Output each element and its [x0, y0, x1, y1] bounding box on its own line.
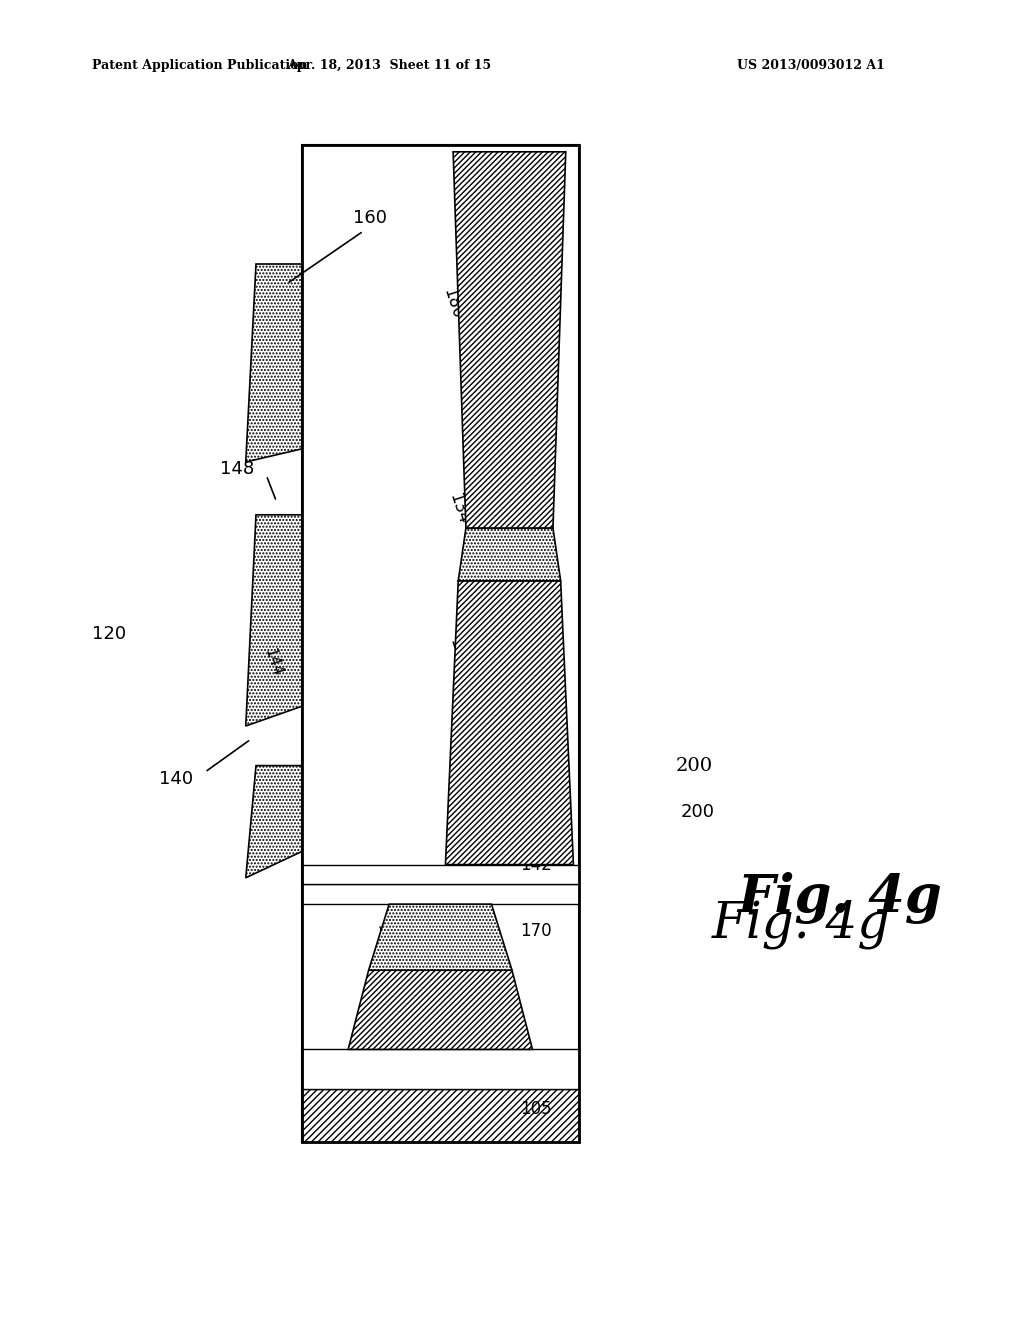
- Text: 160: 160: [353, 209, 387, 227]
- Text: 105: 105: [520, 1100, 552, 1118]
- Polygon shape: [246, 515, 302, 726]
- Text: 180: 180: [439, 286, 466, 321]
- Bar: [302, 145, 579, 1142]
- Text: 142: 142: [520, 855, 552, 874]
- Text: US 2013/0093012 A1: US 2013/0093012 A1: [737, 59, 885, 73]
- Polygon shape: [246, 264, 302, 462]
- Text: 134: 134: [445, 490, 472, 527]
- Text: Patent Application Publication: Patent Application Publication: [92, 59, 307, 73]
- Text: Fig. 4g: Fig. 4g: [712, 899, 890, 949]
- Polygon shape: [453, 152, 565, 528]
- Text: 120: 120: [92, 624, 126, 643]
- Polygon shape: [246, 766, 302, 878]
- Polygon shape: [445, 581, 573, 865]
- Text: 132: 132: [374, 921, 396, 953]
- Polygon shape: [369, 904, 512, 970]
- Text: 140: 140: [159, 770, 193, 788]
- Text: 170: 170: [520, 921, 552, 940]
- Bar: [302, 1089, 579, 1142]
- Text: 180: 180: [375, 1007, 397, 1039]
- Bar: [302, 1049, 579, 1089]
- Text: Apr. 18, 2013  Sheet 11 of 15: Apr. 18, 2013 Sheet 11 of 15: [287, 59, 492, 73]
- Polygon shape: [458, 528, 561, 581]
- Text: 144: 144: [262, 647, 285, 678]
- Bar: [302, 884, 579, 904]
- Polygon shape: [348, 970, 532, 1049]
- Text: 148: 148: [220, 459, 254, 478]
- Text: 150: 150: [520, 796, 552, 814]
- Bar: [302, 145, 579, 1142]
- Text: 200: 200: [681, 803, 715, 821]
- Bar: [302, 865, 579, 884]
- Text: 185: 185: [445, 636, 472, 671]
- Text: Fig. 4g: Fig. 4g: [737, 871, 942, 924]
- Text: 200: 200: [676, 756, 713, 775]
